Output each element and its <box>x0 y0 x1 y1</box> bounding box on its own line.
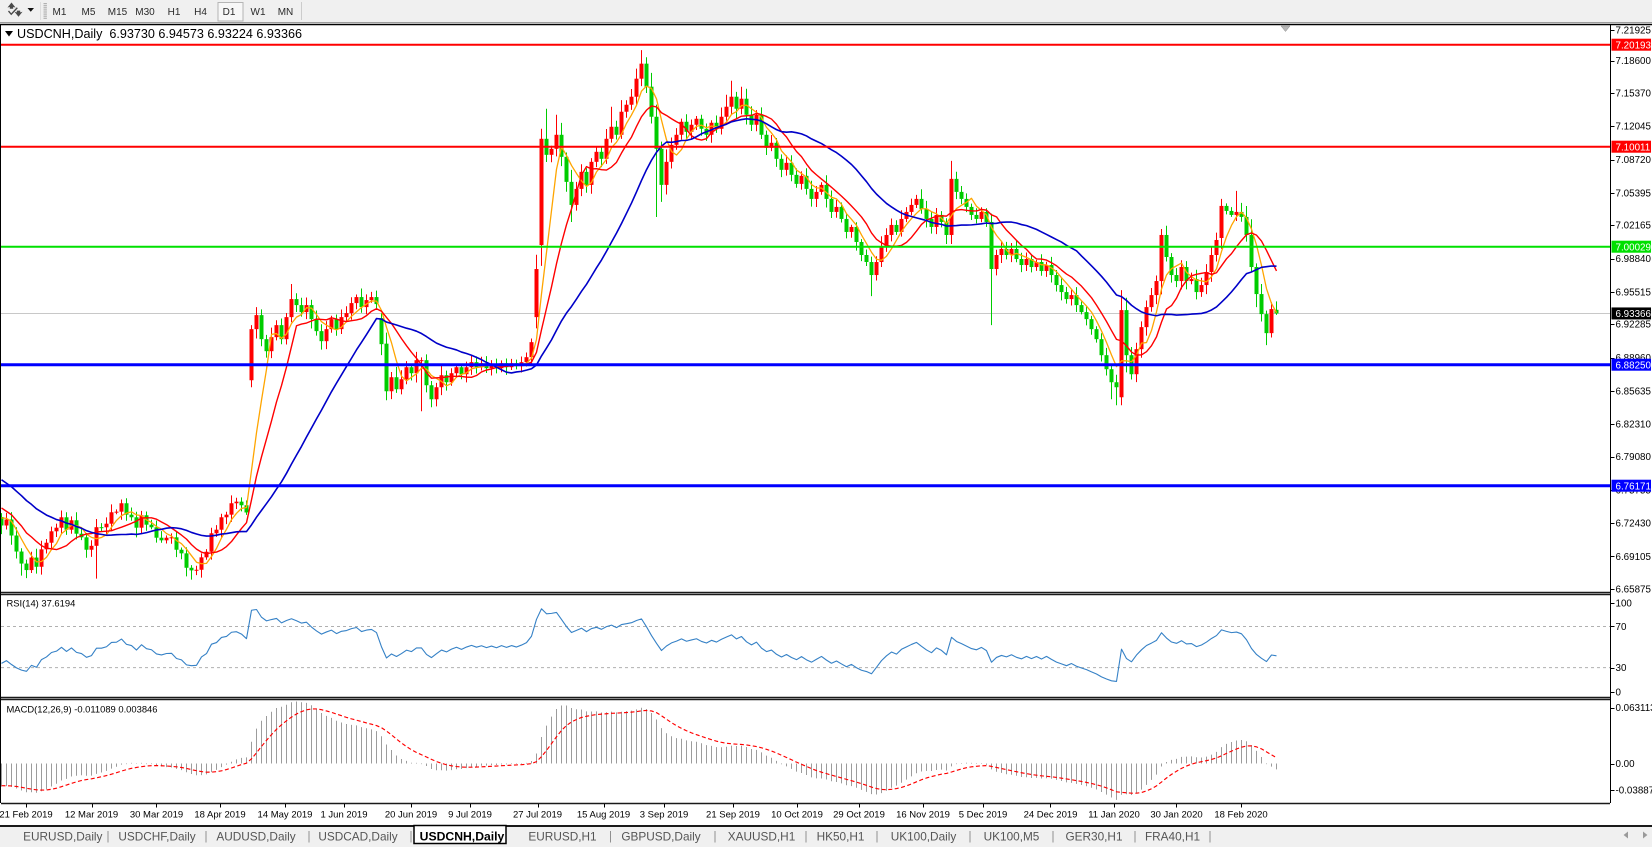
svg-text:USDCNH,Daily: USDCNH,Daily <box>420 830 505 844</box>
svg-text:6.65875: 6.65875 <box>1616 584 1652 595</box>
svg-text:7.02165: 7.02165 <box>1616 221 1652 232</box>
svg-text:FRA40,H1: FRA40,H1 <box>1145 830 1200 844</box>
svg-text:20 Jun 2019: 20 Jun 2019 <box>385 810 437 821</box>
svg-text:6.88960: 6.88960 <box>1616 353 1652 364</box>
svg-text:30 Mar 2019: 30 Mar 2019 <box>130 810 183 821</box>
svg-text:W1: W1 <box>251 7 266 18</box>
svg-text:|: | <box>714 831 717 843</box>
svg-text:6.76171: 6.76171 <box>1616 481 1651 492</box>
svg-text:3 Sep 2019: 3 Sep 2019 <box>640 810 689 821</box>
svg-text:M15: M15 <box>108 7 128 18</box>
svg-text:7.21925: 7.21925 <box>1616 25 1652 36</box>
svg-text:USDCAD,Daily: USDCAD,Daily <box>318 830 397 844</box>
svg-text:14 May 2019: 14 May 2019 <box>258 810 313 821</box>
svg-text:|: | <box>107 831 110 843</box>
svg-text:30: 30 <box>1616 663 1627 674</box>
svg-text:M1: M1 <box>53 7 67 18</box>
svg-text:6.85635: 6.85635 <box>1616 386 1652 397</box>
svg-text:7.12045: 7.12045 <box>1616 122 1652 133</box>
svg-text:M30: M30 <box>135 7 155 18</box>
svg-text:7.00029: 7.00029 <box>1616 242 1651 253</box>
svg-text:6.88250: 6.88250 <box>1616 360 1652 371</box>
svg-text:7.08720: 7.08720 <box>1616 155 1652 166</box>
svg-text:GER30,H1: GER30,H1 <box>1065 830 1122 844</box>
svg-text:5 Dec 2019: 5 Dec 2019 <box>959 810 1008 821</box>
svg-text:7.05395: 7.05395 <box>1616 188 1652 199</box>
svg-text:MN: MN <box>278 7 294 18</box>
svg-text:HK50,H1: HK50,H1 <box>817 830 865 844</box>
svg-text:EURUSD,Daily: EURUSD,Daily <box>23 830 102 844</box>
svg-text:UK100,M5: UK100,M5 <box>984 830 1040 844</box>
svg-text:|: | <box>1134 831 1137 843</box>
svg-text:|: | <box>609 831 612 843</box>
svg-text:7.20193: 7.20193 <box>1616 40 1652 51</box>
svg-text:MACD(12,26,9) -0.011089 0.0038: MACD(12,26,9) -0.011089 0.003846 <box>7 704 158 715</box>
svg-text:12 Mar 2019: 12 Mar 2019 <box>65 810 118 821</box>
svg-text:M5: M5 <box>82 7 96 18</box>
svg-text:|: | <box>205 831 208 843</box>
svg-text:100: 100 <box>1616 598 1633 609</box>
svg-text:USDCHF,Daily: USDCHF,Daily <box>118 830 195 844</box>
svg-text:0: 0 <box>1616 687 1622 698</box>
svg-text:7.15370: 7.15370 <box>1616 88 1652 99</box>
svg-text:27 Jul 2019: 27 Jul 2019 <box>513 810 562 821</box>
svg-text:21 Feb 2019: 21 Feb 2019 <box>0 810 53 821</box>
svg-text:|: | <box>308 831 311 843</box>
svg-text:16 Nov 2019: 16 Nov 2019 <box>896 810 950 821</box>
svg-text:15 Aug 2019: 15 Aug 2019 <box>577 810 630 821</box>
svg-text:6.82310: 6.82310 <box>1616 420 1652 431</box>
svg-text:70: 70 <box>1616 622 1627 633</box>
svg-text:29 Oct 2019: 29 Oct 2019 <box>833 810 885 821</box>
svg-text:D1: D1 <box>223 7 236 18</box>
svg-text:11 Jan 2020: 11 Jan 2020 <box>1088 810 1140 821</box>
svg-text:6.92285: 6.92285 <box>1616 320 1652 331</box>
svg-text:H4: H4 <box>194 7 207 18</box>
svg-text:UK100,Daily: UK100,Daily <box>891 830 957 844</box>
svg-text:|: | <box>805 831 808 843</box>
svg-text:6.72430: 6.72430 <box>1616 519 1652 530</box>
svg-text:|: | <box>1052 831 1055 843</box>
svg-text:1 Jun 2019: 1 Jun 2019 <box>320 810 367 821</box>
svg-text:H1: H1 <box>168 7 181 18</box>
svg-text:10 Oct 2019: 10 Oct 2019 <box>771 810 823 821</box>
svg-text:|: | <box>410 831 413 843</box>
svg-text:RSI(14) 37.6194: RSI(14) 37.6194 <box>7 598 76 609</box>
svg-text:6.98840: 6.98840 <box>1616 254 1652 265</box>
svg-text:|: | <box>876 831 879 843</box>
svg-text:21 Sep 2019: 21 Sep 2019 <box>706 810 760 821</box>
svg-text:24 Dec 2019: 24 Dec 2019 <box>1024 810 1078 821</box>
svg-text:|: | <box>1209 831 1212 843</box>
svg-text:6.95515: 6.95515 <box>1616 287 1652 298</box>
svg-text:0.00: 0.00 <box>1616 759 1636 770</box>
svg-text:0.063113: 0.063113 <box>1616 703 1652 714</box>
svg-text:AUDUSD,Daily: AUDUSD,Daily <box>216 830 295 844</box>
svg-text:7.10011: 7.10011 <box>1616 142 1651 153</box>
svg-text:6.79080: 6.79080 <box>1616 452 1652 463</box>
svg-text:9 Jul 2019: 9 Jul 2019 <box>448 810 492 821</box>
svg-text:18 Apr 2019: 18 Apr 2019 <box>194 810 245 821</box>
svg-text:GBPUSD,Daily: GBPUSD,Daily <box>621 830 700 844</box>
svg-text:6.69105: 6.69105 <box>1616 552 1652 563</box>
svg-text:XAUUSD,H1: XAUUSD,H1 <box>728 830 796 844</box>
svg-text:18 Feb 2020: 18 Feb 2020 <box>1214 810 1267 821</box>
svg-text:30 Jan 2020: 30 Jan 2020 <box>1150 810 1202 821</box>
svg-text:USDCNH,Daily 6.93730 6.94573: USDCNH,Daily 6.93730 6.94573 6.93224 6.9… <box>17 27 302 41</box>
svg-text:|: | <box>969 831 972 843</box>
svg-text:EURUSD,H1: EURUSD,H1 <box>528 830 596 844</box>
svg-text:6.93366: 6.93366 <box>1616 309 1652 320</box>
svg-text:7.18600: 7.18600 <box>1616 56 1652 67</box>
